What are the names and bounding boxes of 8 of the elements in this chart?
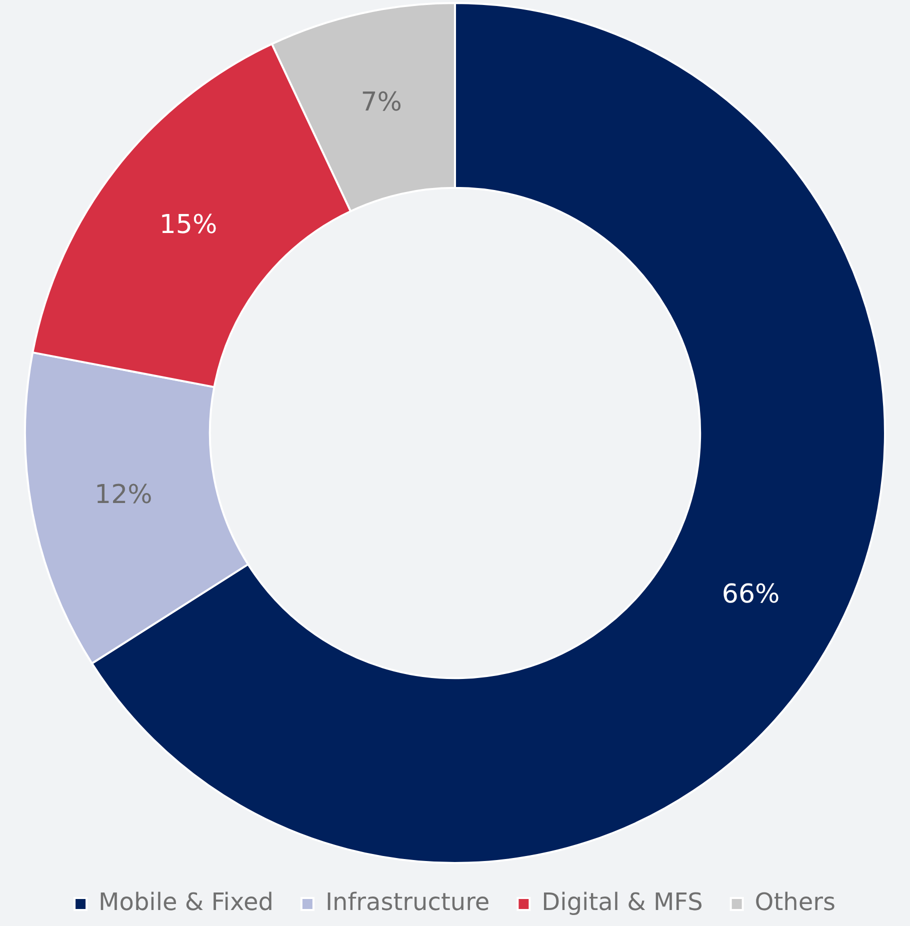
data-label: 7% <box>360 87 402 118</box>
legend-label: Mobile & Fixed <box>98 888 274 916</box>
legend-label: Infrastructure <box>325 888 490 916</box>
data-label: 12% <box>94 480 152 510</box>
legend-label: Digital & MFS <box>542 888 703 916</box>
legend-label: Others <box>754 888 836 916</box>
data-label: 66% <box>722 579 780 610</box>
data-label: 15% <box>159 210 218 240</box>
